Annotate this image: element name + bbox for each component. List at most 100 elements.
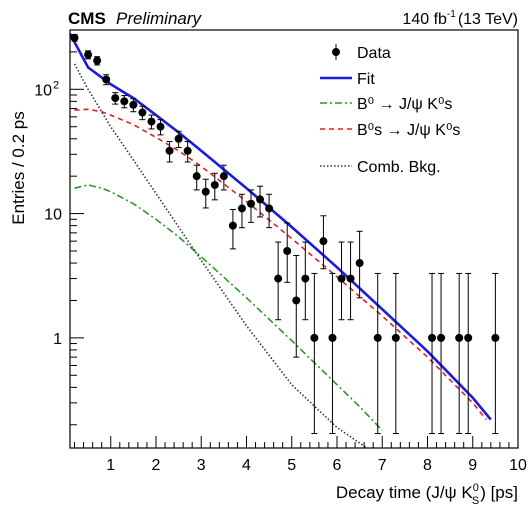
data-marker [373,333,382,342]
x-tick-label: 9 [468,457,477,474]
data-marker [310,333,319,342]
data-point [192,164,201,191]
legend: Data Fit B⁰ → J/ψ K⁰s B⁰s → J/ψ K⁰s Comb. Bk… [320,44,460,176]
data-point [174,130,183,149]
data-point [464,272,473,435]
data-point [210,172,219,201]
data-point [219,164,228,191]
data-marker [428,333,437,342]
data-marker [93,56,102,65]
data-point [319,215,328,270]
legend-entry-data: Data [332,44,391,62]
x-axis-label: Decay time (J/ψ K0 S) [ps] [336,482,518,505]
x-tick-label: 5 [287,457,296,474]
x-tick-label: 4 [242,457,251,474]
data-point [84,50,93,60]
data-point [228,208,237,250]
data-point [355,230,364,299]
curve-comb-bkg [73,63,369,448]
data-point [138,105,147,121]
data-marker [210,180,219,189]
data-point [201,178,210,209]
data-point [156,119,165,136]
curve-b-j-k-s [74,184,383,431]
data-marker [283,247,292,256]
data-marker [192,172,201,181]
x-tick-label: 7 [378,457,387,474]
data-marker [355,259,364,268]
data-point [391,272,400,435]
legend-entry-fit: Fit [320,71,375,88]
data-marker [292,296,301,305]
data-marker [301,274,310,283]
data-marker [84,50,93,59]
legend-label: B⁰s → J/ψ K⁰s [357,122,460,139]
data-point [428,272,437,435]
data-marker [147,117,156,126]
legend-label: B⁰ → J/ψ K⁰s [357,96,452,113]
data-marker [247,199,256,208]
x-tick-label: 3 [197,457,206,474]
data-marker [491,333,500,342]
data-marker [337,274,346,283]
data-marker [70,33,79,42]
plot-frame [69,29,519,449]
data-marker [319,237,328,246]
data-point [183,141,192,163]
data-marker [237,204,246,213]
x-tick-label: 10 [509,457,527,474]
data-points [70,33,500,435]
data-marker [156,122,165,131]
data-point [328,272,337,435]
data-marker [228,221,237,230]
data-point [111,92,120,105]
experiment-label: CMS [68,9,106,28]
x-tick-label: 8 [423,457,432,474]
data-marker [265,204,274,213]
data-marker [346,274,355,283]
lumi-label: 140 fb-1 (13 TeV) [402,9,518,28]
data-marker [455,333,464,342]
data-marker [174,134,183,143]
legend-label: Comb. Bkg. [357,159,441,176]
data-marker [183,146,192,155]
data-point [301,241,310,321]
data-marker [111,94,120,103]
data-point [120,95,129,109]
curve-b-s-j-k-s [74,108,487,421]
x-tick-label: 2 [152,457,161,474]
data-point [102,74,111,86]
x-tick-label: 1 [106,457,115,474]
data-marker [437,333,446,342]
data-point [455,272,464,435]
data-point [491,272,500,435]
data-point [165,141,174,163]
curve-fit [70,33,492,421]
legend-entry-comb-bkg: Comb. Bkg. [320,159,441,176]
data-point [256,185,265,218]
data-point [147,114,156,130]
x-axis-ticks: 1 2 3 4 5 6 7 8 9 10 [74,436,527,474]
y-tick-label: 10 [34,82,52,99]
data-marker [102,75,111,84]
y-tick-exponent: 2 [53,79,59,91]
data-point [237,193,246,229]
legend-marker [332,48,340,56]
y-tick-label: 10 [44,207,62,224]
data-point [247,189,256,223]
data-marker [120,97,129,106]
data-point [129,98,138,113]
data-point [373,272,382,435]
data-point [337,241,346,321]
status-label: Preliminary [116,9,203,28]
data-marker [464,333,473,342]
data-marker [274,274,283,283]
data-point [346,241,355,321]
x-tick-label: 6 [333,457,342,474]
legend-label: Data [357,45,391,62]
legend-entry-b-j-k-s: B⁰ → J/ψ K⁰s [320,96,452,113]
data-point [283,222,292,283]
data-point [274,241,283,321]
